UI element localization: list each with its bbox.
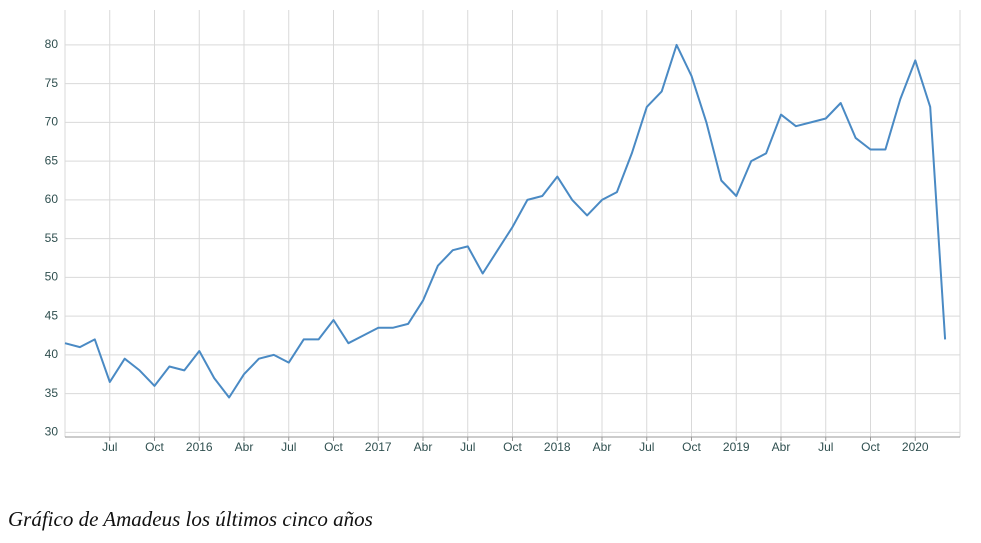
x-tick-label: 2018 [544,440,571,454]
caption: Gráfico de Amadeus los últimos cinco año… [8,507,373,531]
x-tick-label: Jul [639,440,654,454]
x-tick-label: Jul [102,440,117,454]
x-tick-label: 2017 [365,440,392,454]
x-tick-label: 2020 [902,440,929,454]
x-tick-label: Abr [235,440,254,454]
x-tick-label: 2019 [723,440,750,454]
y-tick-label: 45 [45,308,59,322]
y-tick-label: 40 [45,347,59,361]
x-tick-label: Jul [281,440,296,454]
x-tick-label: 2016 [186,440,213,454]
x-tick-label: Oct [682,440,701,454]
y-tick-label: 70 [45,115,59,129]
y-tick-label: 35 [45,386,59,400]
y-tick-label: 50 [45,270,59,284]
y-tick-label: 65 [45,153,59,167]
x-tick-label: Jul [460,440,475,454]
y-tick-label: 60 [45,192,59,206]
x-tick-label: Jul [818,440,833,454]
x-tick-label: Oct [861,440,880,454]
x-tick-label: Abr [593,440,612,454]
price-line [64,43,947,399]
x-tick-label: Abr [414,440,433,454]
y-tick-label: 80 [45,37,59,51]
y-tick-label: 55 [45,231,59,245]
y-tick-label: 75 [45,76,59,90]
x-tick-label: Oct [324,440,343,454]
x-tick-label: Oct [503,440,522,454]
x-tick-label: Abr [772,440,791,454]
y-tick-label: 30 [45,425,59,439]
x-tick-label: Oct [145,440,164,454]
